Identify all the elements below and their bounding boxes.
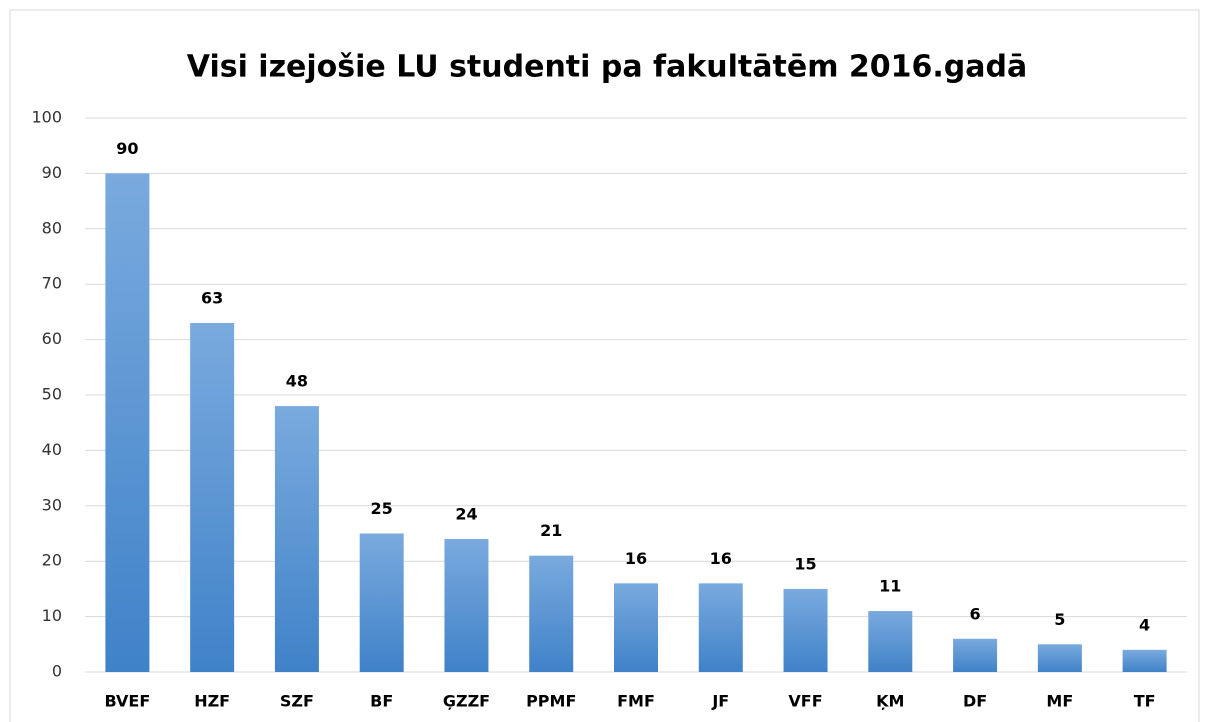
- x-tick-label: DF: [963, 692, 987, 711]
- bar: [444, 539, 489, 672]
- x-tick-label: ĶM: [876, 692, 904, 711]
- bar: [359, 533, 404, 672]
- bar: [868, 611, 913, 672]
- y-tick-label: 10: [42, 606, 62, 625]
- data-label: 63: [201, 288, 223, 307]
- x-tick-label: SZF: [280, 692, 314, 711]
- x-tick-label: PPMF: [526, 692, 576, 711]
- chart-title: Visi izejošie LU studenti pa fakultātēm …: [187, 50, 1027, 85]
- data-label: 48: [286, 372, 308, 391]
- x-tick-label: BVEF: [104, 692, 150, 711]
- bar: [1037, 644, 1082, 672]
- bar: [105, 173, 150, 672]
- bar: [614, 583, 658, 672]
- data-label: 16: [710, 549, 732, 568]
- y-tick-label: 20: [42, 551, 62, 570]
- x-tick-label: MF: [1046, 692, 1073, 711]
- x-tick-label: BF: [370, 692, 393, 711]
- data-label: 11: [879, 577, 901, 596]
- data-label: 5: [1054, 610, 1065, 629]
- bar: [1122, 649, 1167, 672]
- y-tick-label: 40: [42, 440, 62, 459]
- bar: [698, 583, 743, 672]
- y-tick-label: 70: [42, 274, 62, 293]
- bar: [274, 406, 319, 672]
- data-label: 15: [794, 554, 816, 573]
- y-tick-label: 100: [31, 108, 62, 127]
- data-label: 25: [371, 499, 393, 518]
- y-tick-label: 30: [42, 495, 62, 514]
- x-tick-label: TF: [1134, 692, 1156, 711]
- x-tick-label: JF: [711, 692, 729, 711]
- x-tick-label: FMF: [617, 692, 655, 711]
- data-label: 90: [116, 139, 138, 158]
- x-tick-label: ĢZZF: [443, 692, 490, 711]
- y-tick-label: 80: [42, 218, 62, 237]
- bar: [190, 322, 235, 672]
- x-tick-label: VFF: [788, 692, 822, 711]
- data-label: 21: [540, 521, 562, 540]
- chart-border: [9, 9, 1200, 722]
- y-tick-label: 90: [42, 163, 62, 182]
- data-label: 16: [625, 549, 647, 568]
- y-tick-label: 60: [42, 329, 62, 348]
- y-tick-label: 0: [52, 662, 62, 681]
- bar: [953, 638, 998, 672]
- bar: [529, 555, 574, 672]
- data-label: 24: [455, 505, 477, 524]
- x-tick-label: HZF: [194, 692, 230, 711]
- bar: [783, 588, 828, 672]
- data-label: 6: [970, 604, 981, 623]
- y-tick-label: 50: [42, 385, 62, 404]
- data-label: 4: [1139, 615, 1150, 634]
